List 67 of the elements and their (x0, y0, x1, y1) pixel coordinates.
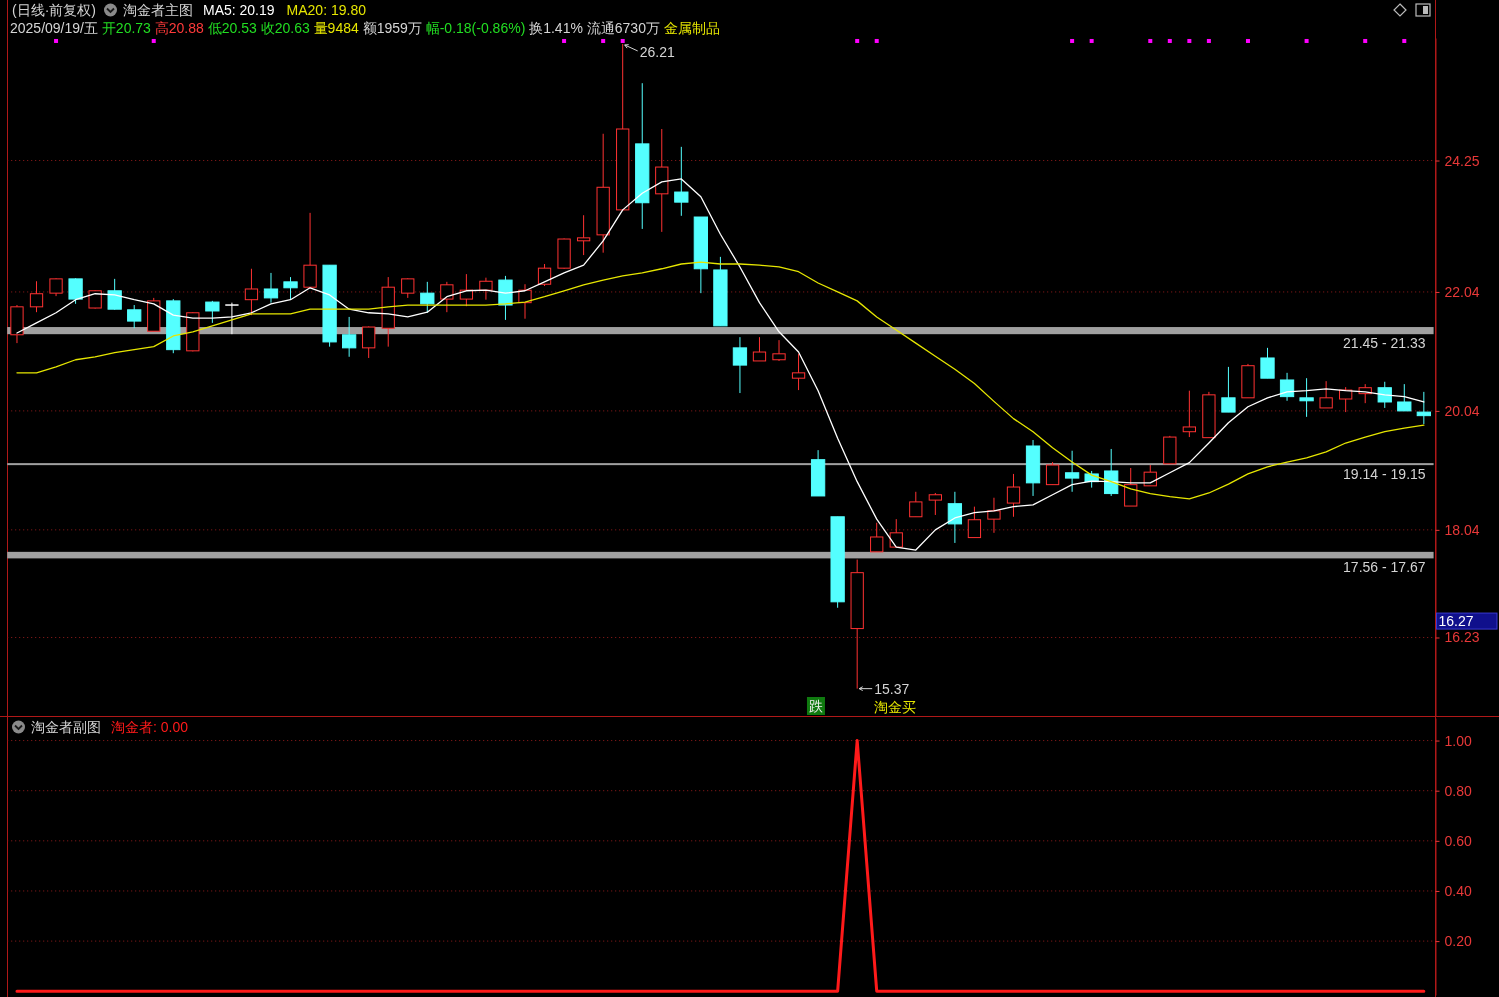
candlestick (1397, 383, 1412, 412)
candlestick (1045, 461, 1060, 486)
y-tick-label: 0.80 (1444, 782, 1472, 799)
text: MA5: 20.19 (202, 2, 275, 18)
candlestick (88, 289, 102, 310)
candlestick (537, 263, 552, 287)
candlestick (127, 304, 142, 329)
candlestick (303, 212, 317, 288)
candlestick (283, 276, 298, 301)
candlestick (791, 353, 806, 391)
text: 淘金者: 0.00 (111, 719, 189, 735)
candlestick (1260, 347, 1275, 379)
y-tick-label: 0.20 (1444, 933, 1472, 950)
y-tick-label: 1.00 (1444, 732, 1472, 749)
candlestick (440, 281, 454, 313)
candlestick (732, 336, 748, 394)
y-tick-label: 22.04 (1444, 283, 1480, 300)
candlestick (1319, 380, 1333, 409)
candlestick (224, 302, 240, 335)
candlestick (1279, 372, 1295, 402)
candlestick (479, 277, 493, 301)
candlestick (68, 277, 83, 305)
candlestick (1221, 366, 1236, 413)
text: 2025/09/19/五 开20.73 高20.88 低20.53 收20.63 量9484 额1959万 幅-0.18(-0.86%) 换1.41% 流通6730万 金属制品 (10, 20, 720, 36)
candlestick (987, 497, 1001, 534)
legend-title: 淘金者副图 (31, 719, 101, 735)
y-tick-label: 24.25 (1444, 152, 1480, 169)
candlestick (772, 339, 786, 362)
candlestick (362, 325, 376, 359)
candlestick (909, 491, 923, 518)
y-tick-label: 0.60 (1444, 832, 1472, 849)
y-tick-label: 18.04 (1444, 521, 1480, 538)
candlestick (870, 522, 884, 553)
candlestick (401, 277, 415, 299)
candlestick (967, 506, 982, 539)
candlestick (263, 272, 279, 304)
candlestick (1299, 377, 1314, 418)
candlestick (1416, 391, 1431, 425)
annotation: 15.37 (874, 680, 910, 697)
candlestick (1064, 450, 1080, 493)
candlestick (29, 280, 44, 313)
y-tick-label: 20.04 (1444, 402, 1480, 419)
candlestick (1182, 390, 1196, 438)
candlestick (342, 316, 357, 358)
legend-title: 淘金者主图 (122, 2, 193, 18)
y-tick-label: 0.40 (1444, 882, 1472, 899)
candlestick (107, 278, 122, 311)
annotation: 淘金买 (874, 698, 917, 715)
y-tick-label: 16.23 (1444, 629, 1480, 646)
chart-title: (日线·前复权) (12, 2, 96, 18)
text: MA20: 19.80 (286, 2, 367, 18)
candlestick (1006, 473, 1021, 518)
band-label: 17.56 - 17.67 (1343, 559, 1426, 576)
band-label: 21.45 - 21.33 (1343, 335, 1426, 352)
candlestick (576, 214, 591, 256)
text: 16.27 (1438, 613, 1474, 630)
band-label: 19.14 - 19.15 (1343, 466, 1426, 483)
candlestick (889, 518, 903, 548)
candlestick (1104, 448, 1119, 497)
candlestick (1377, 381, 1392, 409)
candlestick (1124, 467, 1138, 507)
candlestick (674, 146, 689, 217)
candlestick (752, 336, 767, 362)
candlestick (947, 491, 963, 544)
candlestick (928, 492, 942, 516)
candlestick (420, 281, 435, 314)
annotation: 26.21 (639, 43, 675, 60)
